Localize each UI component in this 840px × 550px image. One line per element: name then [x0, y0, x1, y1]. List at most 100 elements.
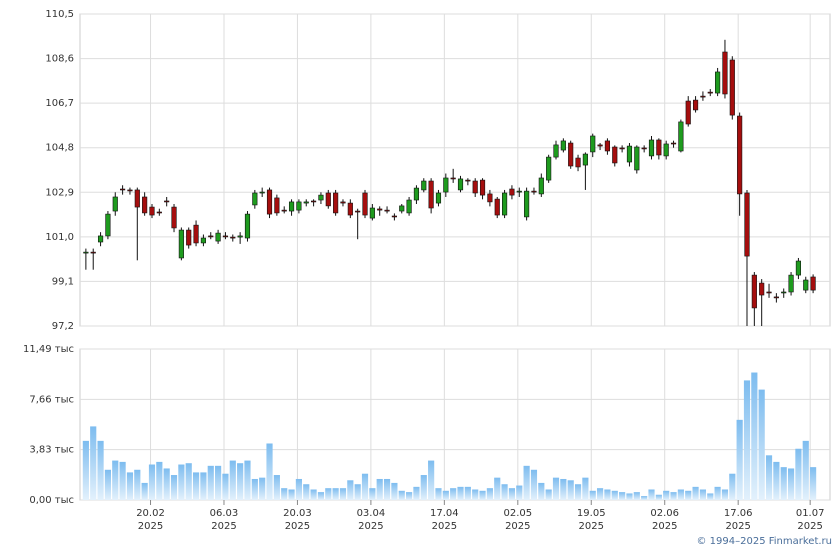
candle-body — [325, 192, 331, 207]
volume-bar — [90, 426, 97, 500]
volume-bar — [141, 482, 148, 500]
volume-bar — [655, 494, 662, 500]
x-tick-label: 01.07 2025 — [795, 508, 825, 532]
volume-bar — [758, 389, 765, 500]
x-tick-label: 20.02 2025 — [136, 508, 165, 532]
candle-body — [575, 157, 581, 168]
volume-bar — [641, 496, 648, 500]
volume-bar — [619, 492, 626, 500]
volume-bar — [163, 468, 170, 500]
volume-bar — [310, 489, 317, 500]
candle-body — [685, 100, 691, 125]
volume-bar — [251, 478, 258, 500]
candle-body — [582, 153, 588, 166]
volume-bar — [222, 473, 229, 500]
candle-body — [200, 237, 206, 244]
y-tick-label: 101,0 — [45, 232, 74, 243]
candle-body — [612, 146, 618, 164]
candle-body — [296, 201, 302, 211]
x-tick-label: 20.03 2025 — [283, 508, 312, 532]
candle-body — [803, 279, 809, 291]
candle-body — [751, 274, 757, 309]
volume-bar — [707, 493, 714, 500]
volume-bar — [273, 475, 280, 500]
candle-body — [274, 197, 280, 214]
candle-body — [259, 191, 265, 194]
candle-body — [546, 156, 552, 181]
candle-body — [465, 179, 471, 182]
candle-body — [428, 180, 434, 209]
volume-bar — [207, 465, 214, 500]
volume-bar — [259, 477, 266, 500]
volume-bar — [721, 489, 729, 500]
volume-bar — [104, 469, 111, 500]
volume-bar — [663, 490, 670, 500]
candle-body — [737, 115, 743, 195]
volume-bar — [582, 477, 589, 500]
volume-bar — [442, 490, 449, 500]
candle-body — [237, 235, 243, 238]
candle-body — [399, 205, 405, 212]
candle-body — [597, 144, 603, 147]
candle-body — [759, 282, 765, 296]
volume-bar — [464, 486, 471, 500]
volume-bar — [200, 472, 207, 500]
x-tick-label: 06.03 2025 — [209, 508, 239, 532]
volume-bar — [780, 467, 787, 500]
candle-body — [509, 188, 515, 196]
candle-body — [281, 209, 287, 212]
candle-body — [208, 235, 214, 238]
volume-bar — [420, 475, 427, 500]
volume-bar — [369, 488, 376, 500]
candle-body — [318, 194, 324, 201]
volume-bar — [398, 490, 405, 500]
candle-body — [230, 236, 236, 239]
volume-bar — [450, 488, 457, 500]
volume-bar — [494, 477, 501, 500]
volume-bar — [376, 478, 383, 500]
candle-body — [781, 291, 787, 294]
candle-body — [90, 251, 96, 254]
candle-body — [619, 147, 625, 150]
candle-body — [766, 291, 772, 294]
volume-bar — [692, 486, 699, 500]
candle-body — [311, 200, 317, 203]
volume-bar — [545, 489, 552, 500]
volume-bar — [237, 463, 244, 500]
volume-bar — [325, 488, 332, 500]
candle-body — [516, 190, 522, 193]
candle-body — [538, 177, 544, 195]
volume-bar — [787, 468, 795, 500]
volume-bar — [406, 492, 413, 500]
volume-bar — [530, 469, 538, 500]
volume-bar — [170, 475, 178, 500]
candle-body — [142, 196, 148, 214]
volume-bar — [266, 443, 273, 500]
candle-body — [502, 192, 508, 216]
candle-body — [391, 215, 397, 218]
volume-bar — [156, 461, 163, 500]
candle-body — [590, 135, 596, 153]
volume-bar — [604, 489, 611, 500]
candle-body — [252, 192, 258, 206]
candle-body — [729, 59, 735, 116]
y-tick-label: 106,7 — [45, 98, 74, 109]
volume-bar — [82, 440, 89, 500]
candle-body — [773, 296, 779, 299]
candle-body — [656, 139, 662, 156]
y-tick-label: 97,2 — [52, 321, 74, 332]
volume-bar — [574, 484, 582, 500]
x-tick-label: 17.06 2025 — [723, 508, 753, 532]
volume-bar — [743, 380, 751, 500]
volume-bar — [126, 472, 134, 500]
candle-body — [648, 139, 655, 157]
volume-bar — [317, 492, 325, 500]
volume-bar — [552, 477, 560, 500]
x-tick-label: 19.05 2025 — [576, 508, 606, 532]
source: © 1994–2025 Finmarket.ru — [696, 536, 832, 547]
volume-bar — [413, 486, 420, 500]
candle-body — [678, 121, 684, 152]
volume-bar — [611, 490, 618, 500]
candle-body — [810, 276, 816, 291]
candle-body — [435, 192, 442, 204]
